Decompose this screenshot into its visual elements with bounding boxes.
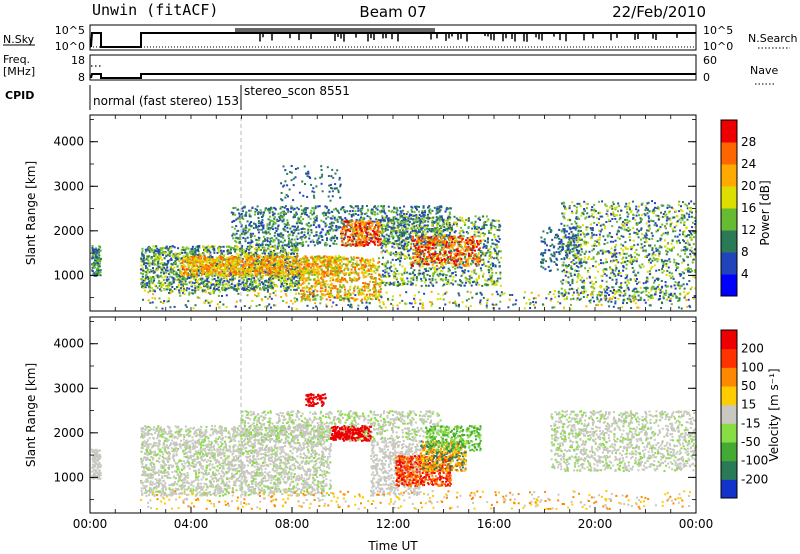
y-tick-label: 2000 <box>53 224 84 238</box>
velocity-colorbar-tick: -200 <box>741 472 768 486</box>
velocity-colorbar-tick: -50 <box>741 435 761 449</box>
noise-left-tick-bottom: 10^0 <box>55 40 85 53</box>
x-tick-label: 08:00 <box>275 517 310 531</box>
velocity-ylabel: Slant Range [km] <box>24 363 38 467</box>
colorbar-segment <box>721 208 737 231</box>
y-tick-label: 4000 <box>53 337 84 351</box>
cpid-mode-1: normal (fast stereo) 153 <box>93 94 239 108</box>
power-colorbar-tick: 4 <box>741 267 749 281</box>
velocity-colorbar-tick: 15 <box>741 398 756 412</box>
date-label: 22/Feb/2010 <box>612 3 706 21</box>
power-colorbar-tick: 28 <box>741 135 756 149</box>
noise-panel: N.Sky 10^5 10^0 10^5 10^0 N.Search <box>3 24 798 53</box>
colorbar-segment <box>721 460 737 480</box>
noise-search-label: N.Search <box>748 32 798 45</box>
power-panel: 1000 2000 3000 4000 Slant Range [km] 4 8 12 16… <box>24 114 772 312</box>
freq-tick-bottom: 8 <box>78 71 85 84</box>
cpid-panel: CPID normal (fast stereo) 153 stereo_sco… <box>5 84 350 110</box>
nave-tick-bottom: 0 <box>703 71 710 84</box>
colorbar-segment <box>721 230 737 253</box>
frequency-panel: Freq. [MHz] 18 8 60 0 Nave <box>3 53 778 85</box>
freq-label-2: [MHz] <box>3 65 35 78</box>
velocity-data-cells <box>91 393 697 510</box>
colorbar-segment <box>721 442 737 462</box>
nave-tick-top: 60 <box>703 54 717 67</box>
x-tick-label: 00:00 <box>73 517 108 531</box>
beam-label: Beam 07 <box>359 3 426 21</box>
velocity-colorbar-tick: -15 <box>741 416 761 430</box>
x-tick-label: 00:00 <box>679 517 714 531</box>
colorbar-segment <box>721 186 737 209</box>
nave-label: Nave <box>750 64 778 77</box>
power-colorbar-tick: 24 <box>741 157 756 171</box>
colorbar-segment <box>721 142 737 165</box>
colorbar-segment <box>721 367 737 387</box>
power-colorbar-tick: 20 <box>741 179 756 193</box>
cpid-mode-2: stereo_scon 8551 <box>244 84 350 98</box>
noise-right-tick-bottom: 10^0 <box>703 40 733 53</box>
velocity-colorbar-tick: 50 <box>741 379 756 393</box>
noise-right-tick-top: 10^5 <box>703 24 733 37</box>
power-colorbar-tick: 8 <box>741 245 749 259</box>
y-tick-label: 4000 <box>53 135 84 149</box>
cpid-label: CPID <box>5 89 34 102</box>
x-tick-label: 12:00 <box>376 517 411 531</box>
x-tick-label: 20:00 <box>578 517 613 531</box>
noise-spikes <box>235 28 678 42</box>
x-tick-label: 16:00 <box>477 517 512 531</box>
freq-tick-top: 18 <box>71 54 85 67</box>
power-colorbar-tick: 12 <box>741 223 756 237</box>
velocity-y-ticks: 1000 2000 3000 4000 <box>53 321 696 501</box>
x-axis: 00:00 04:00 08:00 12:00 16:00 20:00 00:00 <box>73 115 714 531</box>
velocity-colorbar: 200 100 50 15 -15 -50 -100 -200 <box>720 329 768 499</box>
colorbar-segment <box>721 120 737 143</box>
colorbar-segment <box>721 164 737 187</box>
velocity-panel: 1000 2000 3000 4000 Slant Range [km] 200 100… <box>24 316 781 514</box>
colorbar-segment <box>721 479 737 499</box>
x-tick-label: 04:00 <box>174 517 209 531</box>
colorbar-segment <box>721 252 737 275</box>
power-colorbar-tick: 16 <box>741 201 756 215</box>
colorbar-segment <box>721 404 737 424</box>
y-tick-label: 2000 <box>53 426 84 440</box>
power-ylabel: Slant Range [km] <box>24 161 38 265</box>
power-data-cells <box>91 165 697 310</box>
x-axis-label: Time UT <box>367 539 418 553</box>
velocity-colorbar-tick: 200 <box>741 342 764 356</box>
y-tick-label: 1000 <box>53 268 84 282</box>
y-tick-label: 3000 <box>53 179 84 193</box>
y-tick-label: 1000 <box>53 470 84 484</box>
velocity-colorbar-tick: 100 <box>741 360 764 374</box>
noise-left-tick-top: 10^5 <box>55 24 85 37</box>
colorbar-segment <box>721 348 737 368</box>
station-title: Unwin (fitACF) <box>92 1 218 19</box>
colorbar-segment <box>721 330 737 350</box>
y-tick-label: 3000 <box>53 381 84 395</box>
power-colorbar: 4 8 12 16 20 24 28 <box>720 119 756 297</box>
colorbar-segment <box>721 386 737 406</box>
colorbar-segment <box>721 423 737 443</box>
noise-sky-label: N.Sky <box>3 33 35 46</box>
velocity-colorbar-tick: -100 <box>741 454 768 468</box>
velocity-colorbar-label: Velocity [m s⁻¹] <box>767 368 781 461</box>
freq-label-1: Freq. <box>3 53 30 66</box>
power-colorbar-label: Power [dB] <box>758 180 772 245</box>
power-y-ticks: 1000 2000 3000 4000 <box>53 119 696 299</box>
colorbar-segment <box>721 274 737 297</box>
